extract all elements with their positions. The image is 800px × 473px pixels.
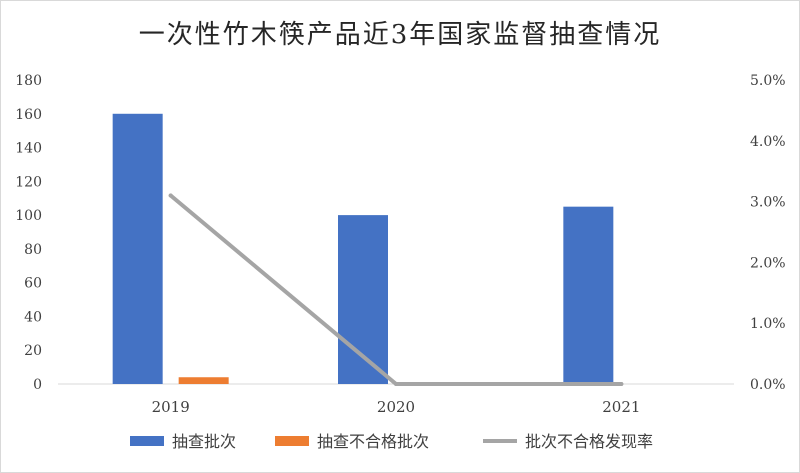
legend-swatch — [275, 436, 309, 446]
y-right-tick-label: 2.0% — [750, 255, 786, 271]
y-left-tick-label: 40 — [24, 309, 42, 325]
y-right-tick-label: 4.0% — [750, 134, 786, 150]
legend-label: 批次不合格发现率 — [525, 432, 653, 451]
y-left-tick-label: 0 — [33, 377, 42, 393]
y-left-tick-label: 180 — [15, 73, 42, 89]
line-point — [168, 193, 173, 198]
y-right-tick-label: 0.0% — [750, 377, 786, 393]
y-right-tick-label: 5.0% — [750, 73, 786, 89]
y-left-tick-label: 120 — [15, 174, 42, 190]
line-point — [394, 382, 398, 386]
legend-label: 抽查不合格批次 — [317, 432, 429, 451]
y-left-tick-label: 100 — [15, 208, 42, 224]
y-left-tick-label: 160 — [15, 107, 42, 123]
y-left-tick-label: 80 — [24, 242, 42, 258]
x-tick-label: 2021 — [602, 398, 640, 416]
line-point — [619, 382, 624, 386]
bar-inspected — [563, 206, 614, 384]
bar-failed — [178, 377, 229, 384]
y-left-tick-label: 140 — [15, 141, 42, 157]
legend-swatch — [130, 436, 164, 446]
bar-inspected — [112, 113, 163, 385]
y-right-tick-label: 1.0% — [750, 316, 786, 332]
y-right-tick-label: 3.0% — [750, 195, 786, 211]
y-left-tick-label: 60 — [24, 276, 42, 292]
x-tick-label: 2019 — [152, 398, 190, 416]
legend-label: 抽查批次 — [172, 432, 236, 451]
x-tick-label: 2020 — [377, 398, 415, 416]
series-line-failure-rate — [168, 193, 624, 386]
y-left-tick-label: 20 — [24, 343, 42, 359]
chart-title: 一次性竹木筷产品近3年国家监督抽查情况 — [138, 20, 662, 50]
